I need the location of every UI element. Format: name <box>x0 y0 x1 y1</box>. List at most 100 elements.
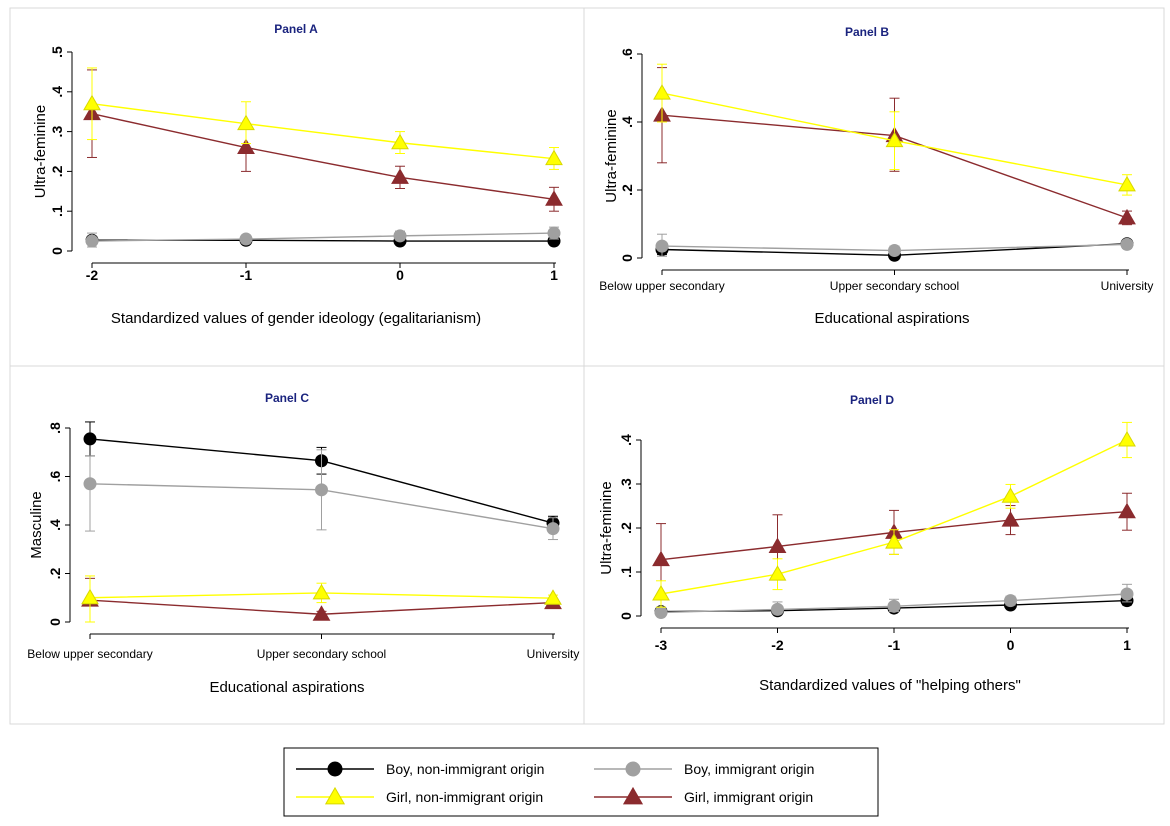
y-tick-label: 0 <box>47 618 63 626</box>
legend: Boy, non-immigrant origin Boy, immigrant … <box>283 747 879 817</box>
data-point <box>887 599 901 613</box>
x-tick-label: 0 <box>396 267 404 283</box>
data-point <box>83 432 97 446</box>
series-line <box>91 232 555 242</box>
x-tick-label: -2 <box>86 267 99 283</box>
panel-d-chart: 0 .1 .2 .3 .4 -3 -2 -1 0 1 Panel D Standardized val… <box>598 393 1136 694</box>
data-point <box>391 133 409 150</box>
panel-d-frame <box>583 365 1165 725</box>
panel-title: Panel B <box>845 25 889 39</box>
y-tick-label: .1 <box>618 566 634 578</box>
data-point <box>393 229 407 243</box>
y-tick-label: .6 <box>619 48 635 60</box>
data-point <box>391 168 409 184</box>
y-tick-label: .3 <box>49 126 65 138</box>
x-tick-label: 1 <box>1123 637 1131 653</box>
legend-box <box>283 747 879 817</box>
y-axis-label: Ultra-feminine <box>603 109 620 202</box>
data-point <box>655 239 669 253</box>
data-point <box>652 550 670 567</box>
data-point <box>312 583 331 600</box>
y-tick-label: .2 <box>49 165 65 177</box>
data-point <box>545 149 563 166</box>
legend-marker <box>625 761 641 777</box>
series-boy_imm <box>654 583 1134 619</box>
data-point <box>83 477 97 491</box>
data-point <box>81 588 99 605</box>
y-axis-label: Ultra-feminine <box>32 105 49 198</box>
y-tick-label: 0 <box>619 254 635 262</box>
x-tick-label: Below upper secondary <box>599 279 724 293</box>
legend-marker <box>622 786 644 805</box>
y-axis-label: Ultra-feminine <box>598 481 615 574</box>
data-point <box>885 131 904 148</box>
series-girl_non <box>83 67 563 170</box>
x-tick-label: 0 <box>1007 637 1015 653</box>
x-axis-label: Standardized values of gender ideology (… <box>111 310 481 327</box>
y-axis-label: Masculine <box>28 491 45 559</box>
y-tick-label: .8 <box>47 422 63 434</box>
x-tick-label: -2 <box>771 637 784 653</box>
y-tick-label: .5 <box>49 46 65 58</box>
y-tick-label: 0 <box>618 612 634 620</box>
y-tick-label: .4 <box>49 86 65 98</box>
y-tick-label: .1 <box>49 205 65 217</box>
series-boy_imm <box>85 226 561 248</box>
panel-title: Panel A <box>274 22 318 36</box>
x-tick-label: -3 <box>655 637 668 653</box>
series-line <box>91 113 555 200</box>
data-point <box>654 605 668 619</box>
data-point <box>885 533 903 549</box>
x-tick-label: University <box>527 647 580 661</box>
x-axis-label: Standardized values of "helping others" <box>759 677 1021 694</box>
y-tick-label: .3 <box>618 478 634 490</box>
legend-label: Girl, non-immigrant origin <box>386 789 543 805</box>
data-point <box>1118 502 1136 519</box>
legend-item-girl_imm: Girl, immigrant origin <box>594 786 813 805</box>
data-point <box>1004 594 1017 608</box>
x-tick-label: -1 <box>888 637 901 653</box>
x-tick-label: Upper secondary school <box>830 279 959 293</box>
series-girl_non <box>652 421 1136 608</box>
data-point <box>547 226 561 240</box>
panel-b-chart: 0 .2 .4 .6 Below upper secondary Upper second… <box>599 25 1153 327</box>
series-girl_imm <box>83 69 563 212</box>
x-tick-label: -1 <box>240 267 253 283</box>
x-axis-label: Educational aspirations <box>209 679 364 696</box>
data-point <box>83 94 101 111</box>
y-tick-label: .2 <box>47 567 63 579</box>
x-tick-label: Below upper secondary <box>27 647 152 661</box>
legend-item-boy_imm: Boy, immigrant origin <box>594 761 814 777</box>
data-point <box>768 537 787 553</box>
data-point <box>771 602 784 616</box>
panel-c-chart: 0 .2 .4 .6 .8 Below upper secondary Upper seco… <box>27 391 579 696</box>
data-point <box>85 234 99 248</box>
data-point <box>1118 431 1136 447</box>
data-point <box>768 565 787 581</box>
data-point <box>315 483 328 497</box>
data-point <box>652 585 670 601</box>
data-point <box>544 589 562 605</box>
y-tick-label: .4 <box>619 116 635 128</box>
legend-marker <box>327 761 343 777</box>
data-point <box>545 190 563 206</box>
data-point <box>239 232 253 246</box>
series-girl_non <box>653 63 1136 196</box>
series-line <box>91 103 555 160</box>
data-point <box>312 605 331 621</box>
series-girl_non <box>81 575 562 623</box>
legend-item-girl_non: Girl, non-immigrant origin <box>296 786 543 805</box>
data-point <box>1120 237 1134 251</box>
y-tick-label: .4 <box>47 519 63 531</box>
data-point <box>237 138 255 155</box>
y-tick-label: .2 <box>619 184 635 196</box>
data-point <box>1001 511 1020 527</box>
data-point <box>888 244 901 258</box>
x-tick-label: 1 <box>550 267 558 283</box>
data-point <box>1001 487 1020 503</box>
data-point <box>653 84 671 100</box>
data-point <box>237 114 255 131</box>
legend-label: Girl, immigrant origin <box>684 789 813 805</box>
x-tick-label: University <box>1101 279 1154 293</box>
